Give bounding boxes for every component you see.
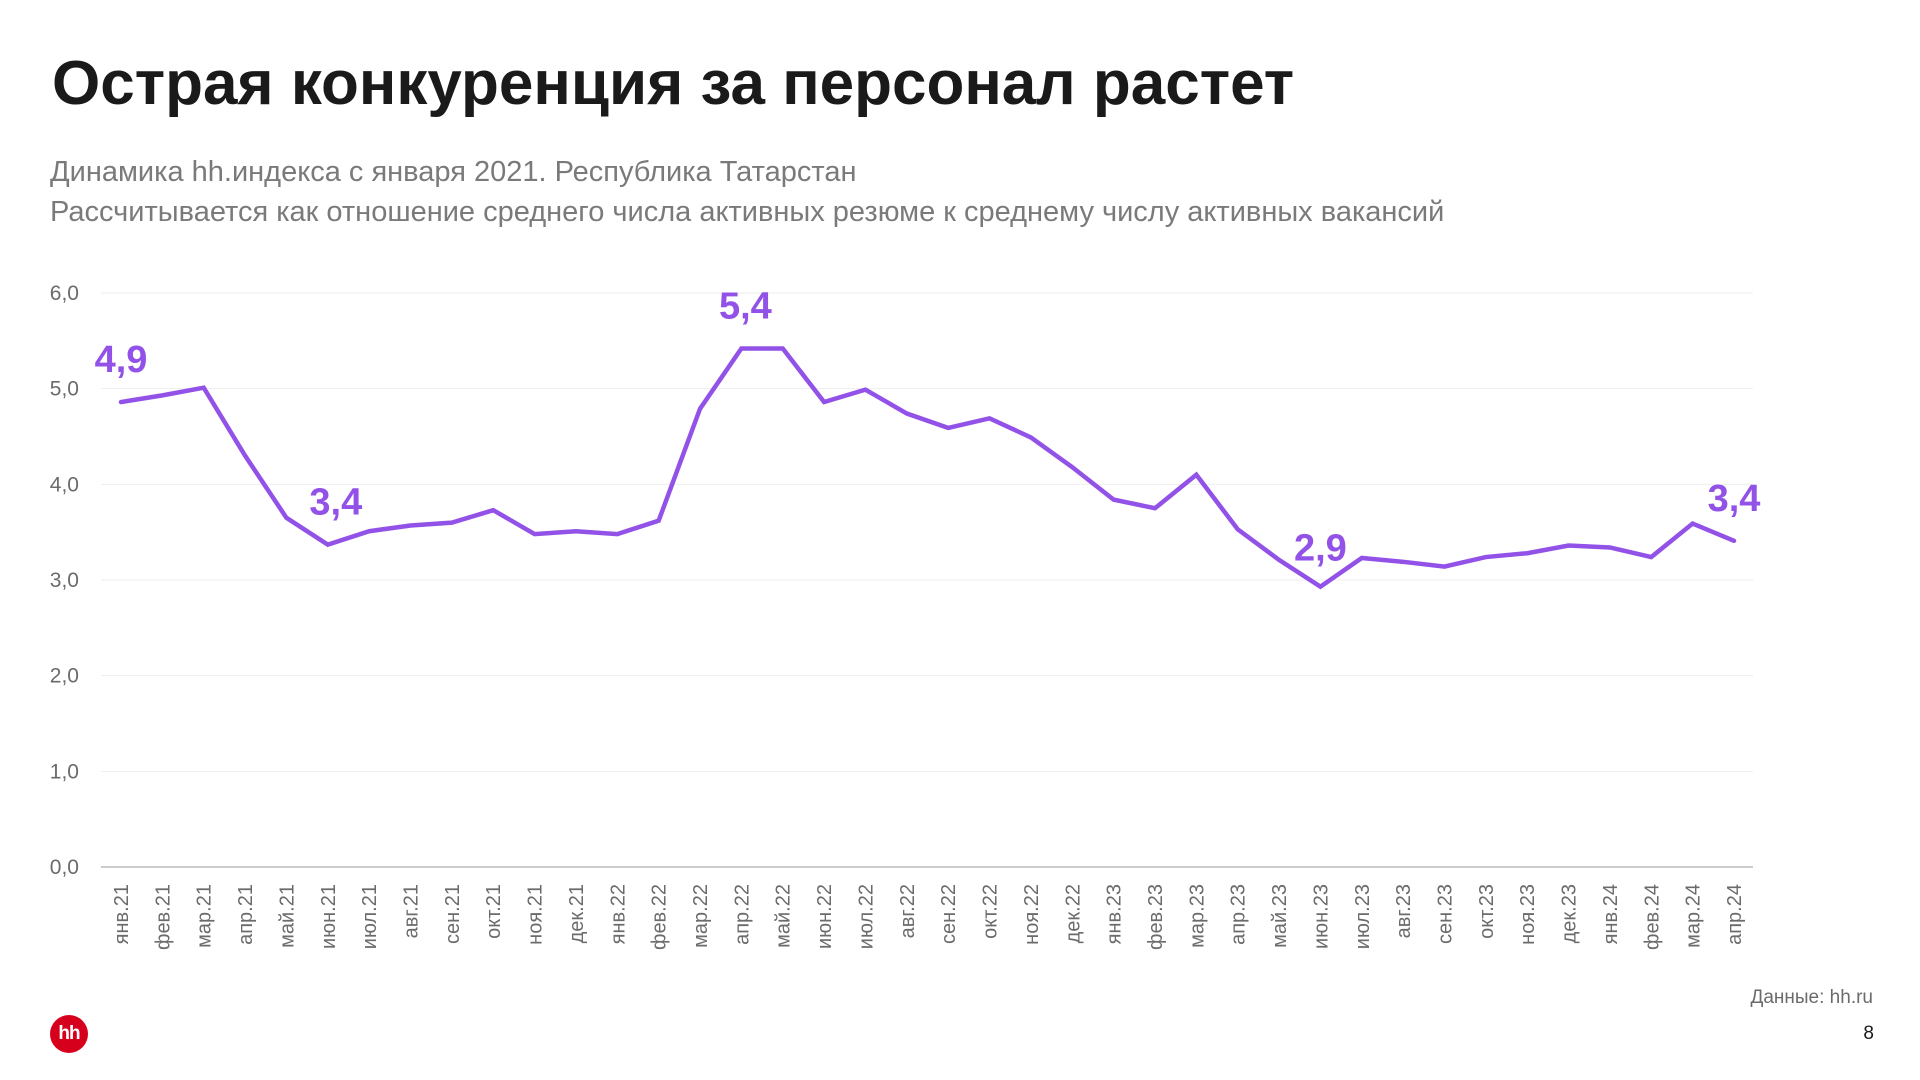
x-tick-label: июн.23	[1310, 884, 1332, 949]
x-tick-label: фев.24	[1641, 884, 1663, 950]
y-tick-label: 5,0	[50, 378, 79, 401]
x-tick-label: мар.22	[690, 884, 712, 948]
data-label: 2,9	[1294, 528, 1347, 570]
x-tick-label: ноя.23	[1517, 884, 1539, 945]
x-tick-label: май.21	[276, 884, 298, 948]
chart-subtitle: Динамика hh.индекса с января 2021. Респу…	[50, 156, 857, 188]
page-title: Острая конкуренция за персонал растет	[52, 49, 1295, 118]
x-tick-label: июл.21	[359, 884, 381, 949]
y-tick-label: 3,0	[50, 569, 79, 592]
x-tick-label: дек.21	[566, 884, 588, 943]
x-tick-label: янв.21	[111, 884, 133, 944]
page-number: 8	[1863, 1023, 1874, 1044]
x-tick-label: мар.23	[1186, 884, 1208, 948]
data-label: 3,4	[1708, 478, 1761, 520]
x-tick-label: май.22	[773, 884, 795, 948]
hh-logo: hh	[50, 1015, 88, 1053]
x-tick-label: дек.23	[1559, 884, 1581, 943]
x-tick-label: авг.21	[401, 884, 423, 938]
x-tick-label: сен.22	[938, 884, 960, 944]
x-tick-label: мар.21	[194, 884, 216, 948]
x-tick-label: апр.24	[1724, 884, 1746, 945]
x-tick-label: фев.23	[1145, 884, 1167, 950]
x-tick-label: ноя.22	[1021, 884, 1043, 945]
logo-text: hh	[58, 1023, 80, 1044]
x-tick-label: фев.22	[649, 884, 671, 950]
x-tick-label: июл.22	[855, 884, 877, 949]
x-tick-label: янв.23	[1104, 884, 1126, 944]
data-label: 3,4	[309, 482, 362, 524]
x-tick-label: июл.23	[1352, 884, 1374, 949]
y-tick-label: 2,0	[50, 665, 79, 688]
chart-description: Рассчитывается как отношение среднего чи…	[50, 196, 1445, 228]
x-tick-label: июн.21	[318, 884, 340, 949]
x-tick-label: авг.23	[1393, 884, 1415, 938]
x-tick-label: дек.22	[1062, 884, 1084, 943]
x-tick-label: апр.21	[235, 884, 257, 945]
x-tick-label: май.23	[1269, 884, 1291, 948]
y-tick-label: 0,0	[50, 856, 79, 879]
x-tick-label: мар.24	[1683, 884, 1705, 948]
data-label: 5,4	[719, 285, 772, 327]
x-tick-label: фев.21	[152, 884, 174, 950]
x-tick-label: сен.23	[1434, 884, 1456, 944]
data-source: Данные: hh.ru	[1750, 987, 1873, 1008]
x-tick-label: ноя.21	[525, 884, 547, 945]
x-tick-label: авг.22	[897, 884, 919, 938]
y-tick-label: 6,0	[50, 282, 79, 305]
x-tick-label: июн.22	[814, 884, 836, 949]
x-tick-label: окт.23	[1476, 884, 1498, 939]
x-tick-label: апр.23	[1228, 884, 1250, 945]
x-tick-label: апр.22	[731, 884, 753, 945]
x-tick-label: окт.22	[980, 884, 1002, 939]
y-tick-label: 1,0	[50, 760, 79, 783]
series-line	[118, 346, 1737, 590]
x-tick-label: янв.24	[1600, 884, 1622, 944]
x-tick-label: янв.22	[607, 884, 629, 944]
x-tick-label: окт.21	[483, 884, 505, 939]
x-tick-label: сен.21	[442, 884, 464, 944]
y-tick-label: 4,0	[50, 473, 79, 496]
data-label: 4,9	[95, 339, 148, 381]
